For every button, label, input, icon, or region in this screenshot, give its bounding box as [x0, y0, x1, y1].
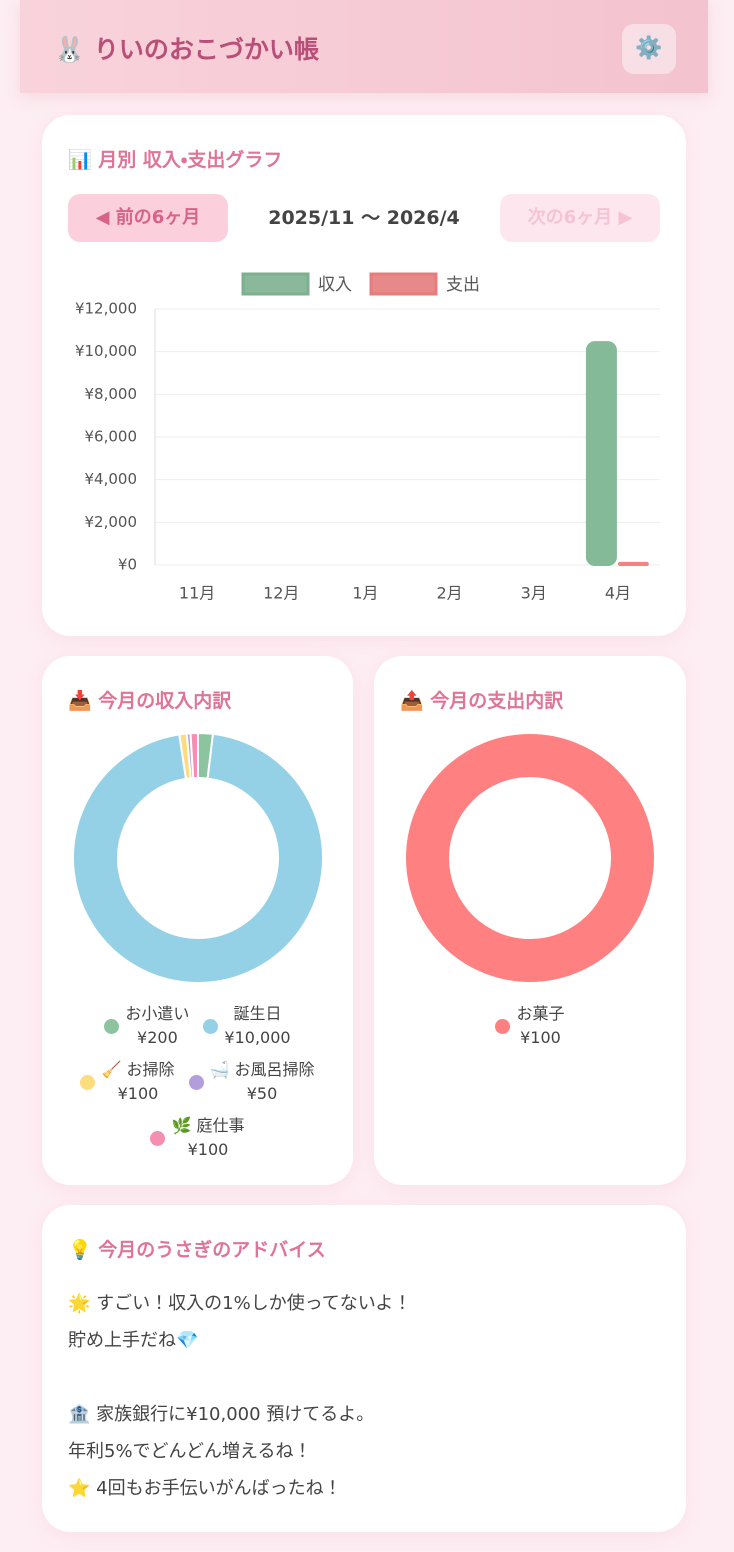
range-label: 2025/11 〜 2026/4: [268, 207, 460, 229]
legend-text: 🧹 お掃除 ¥100: [101, 1058, 174, 1106]
value-label: ¥100: [520, 1028, 561, 1047]
donut-slice: [72, 732, 324, 984]
donut-slice: [404, 732, 656, 985]
y-tick-label: ¥4,000: [85, 470, 138, 488]
legend-swatch: [369, 272, 438, 296]
app-title: 🐰 りいのおこづかい帳: [54, 35, 319, 64]
legend: お小遣い ¥200 誕生日 ¥10,000 🧹 お掃除 ¥100 🛁 お風呂掃除 ¥50 🌿 庭…: [62, 1002, 333, 1162]
y-tick-label: ¥12,000: [75, 300, 137, 318]
advice-paragraph: 🌟 すごい！収入の1%しか使ってないよ！ 貯め上手だね💎: [68, 1285, 411, 1359]
card-title: 📊 月別 収入・支出グラフ: [68, 149, 283, 171]
legend-text: お菓子 ¥100: [516, 1002, 564, 1050]
bar: [617, 561, 649, 567]
legend-item: お小遣い ¥200: [104, 1002, 189, 1050]
legend-label: 🧹 お掃除: [101, 1060, 175, 1079]
y-tick-label: ¥6,000: [85, 428, 138, 446]
legend-dot: [495, 1018, 511, 1034]
x-tick-label: 1月: [352, 584, 378, 603]
value-label: ¥10,000: [224, 1028, 291, 1047]
legend-label: 🌿 庭仕事: [171, 1116, 245, 1135]
legend-label: お小遣い: [125, 1004, 190, 1023]
legend-dot: [188, 1074, 204, 1090]
donut-chart: [404, 732, 656, 985]
legend-swatch: [241, 272, 310, 296]
value-label: ¥200: [137, 1028, 178, 1047]
legend-dot: [150, 1130, 166, 1146]
legend-label: 誕生日: [233, 1004, 282, 1023]
legend-dot: [80, 1074, 96, 1090]
legend-dot: [203, 1018, 219, 1034]
legend-text: 誕生日 ¥10,000: [224, 1002, 290, 1050]
card-title: 📤 今月の支出内訳: [400, 690, 564, 712]
advice-text: 🌟 すごい！収入の1%しか使ってないよ！ 貯め上手だね💎 🏦 家族銀行に¥10,00…: [68, 1285, 411, 1544]
legend-label: 支出: [446, 275, 480, 295]
card-title: 💡 今月のうさぎのアドバイス: [68, 1239, 326, 1261]
legend-text: 🛁 お風呂掃除 ¥50: [210, 1058, 315, 1106]
x-tick-label: 12月: [263, 584, 299, 603]
legend-label: お菓子: [516, 1004, 565, 1023]
legend-label: 🛁 お風呂掃除: [209, 1060, 315, 1079]
legend-text: お小遣い ¥200: [125, 1002, 189, 1050]
legend-item: 🧹 お掃除 ¥100: [80, 1058, 175, 1106]
advice-line: 貯め上手だね💎: [68, 1330, 199, 1351]
legend-dot: [104, 1018, 120, 1034]
advice-line: 🏦 家族銀行に¥10,000 預けてるよ。: [68, 1404, 375, 1425]
y-tick-label: ¥8,000: [85, 385, 138, 403]
x-tick-label: 2月: [436, 584, 462, 603]
bar: [585, 341, 617, 566]
legend-item: お菓子 ¥100: [495, 1002, 565, 1050]
next-button[interactable]: 次の6ヶ月 ▶: [500, 194, 660, 242]
value-label: ¥100: [187, 1140, 229, 1159]
legend-label: 収入: [318, 275, 352, 295]
donut-slice: [189, 731, 199, 780]
legend-item: 誕生日 ¥10,000: [203, 1002, 291, 1050]
value-label: ¥50: [246, 1084, 278, 1103]
legend: お菓子 ¥100: [394, 1002, 666, 1050]
x-tick-label: 3月: [521, 584, 547, 603]
income-card: 📥 今月の収入内訳 お小遣い ¥200 誕生日 ¥10,000 🧹 お掃除 ¥100 🛁 お…: [42, 656, 353, 1185]
expense-card: 📤 今月の支出内訳 お菓子 ¥100: [374, 656, 686, 1185]
prev-button[interactable]: ◀ 前の6ヶ月: [68, 194, 228, 242]
bar-chart: ¥0 ¥2,000 ¥4,000 ¥6,000 ¥8,000 ¥10,000 ¥12,000…: [75, 272, 660, 603]
advice-line: 🌟 すごい！収入の1%しか使ってないよ！: [68, 1293, 412, 1314]
card-title: 📥 今月の収入内訳: [68, 690, 232, 712]
y-tick-label: ¥0: [118, 556, 137, 574]
value-label: ¥100: [117, 1084, 159, 1103]
donut-chart: [72, 731, 324, 984]
y-tick-label: ¥2,000: [85, 513, 138, 531]
legend-item: 🌿 庭仕事 ¥100: [150, 1114, 245, 1162]
x-tick-label: 11月: [179, 584, 215, 603]
advice-line: 年利5%でどんどん増えるね！: [68, 1441, 312, 1462]
settings-button[interactable]: ⚙️: [622, 24, 676, 74]
advice-line: ⭐ 4回もお手伝いがんばったね！: [68, 1478, 342, 1499]
advice-card: 💡 今月のうさぎのアドバイス 🌟 すごい！収入の1%しか使ってないよ！ 貯め上手だ…: [42, 1205, 686, 1532]
advice-paragraph: 🏦 家族銀行に¥10,000 預けてるよ。 年利5%でどんどん増えるね！ ⭐ 4回も…: [68, 1396, 411, 1507]
bar-card: 📊 月別 収入・支出グラフ ◀ 前の6ヶ月 2025/11 〜 2026/4 次…: [42, 115, 686, 636]
legend-text: 🌿 庭仕事 ¥100: [171, 1114, 244, 1162]
header: 🐰 りいのおこづかい帳 ⚙️: [20, 0, 708, 93]
legend-item: 🛁 お風呂掃除 ¥50: [188, 1058, 315, 1106]
y-tick-label: ¥10,000: [75, 342, 137, 360]
x-tick-label: 4月: [605, 584, 631, 603]
